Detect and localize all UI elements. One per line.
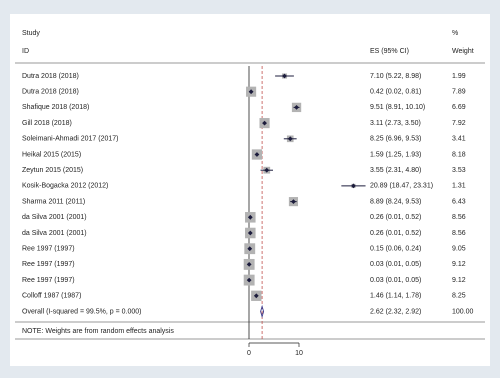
weight-label: 1.99	[452, 73, 466, 80]
point-estimate	[247, 246, 253, 252]
weight-label: 8.56	[452, 230, 466, 237]
es-label: 1.59 (1.25, 1.93)	[370, 151, 421, 158]
study-label: Ree 1997 (1997)	[22, 246, 75, 253]
es-label: 0.03 (0.01, 0.05)	[370, 261, 421, 268]
point-estimate	[291, 199, 296, 204]
es-label: 3.11 (2.73, 3.50)	[370, 120, 421, 127]
weight-label: 3.41	[452, 136, 466, 143]
point-estimate	[282, 73, 287, 79]
header-weight: Weight	[452, 48, 474, 55]
weight-label: 1.31	[452, 183, 466, 190]
point-estimate	[264, 167, 270, 173]
es-label: 0.26 (0.01, 0.52)	[370, 214, 421, 221]
point-estimate	[246, 277, 252, 283]
x-tick-label: 0	[247, 350, 251, 357]
study-label: Dutra 2018 (2018)	[22, 89, 79, 96]
weight-label: 9.05	[452, 246, 466, 253]
note: NOTE: Weights are from random effects an…	[22, 328, 174, 335]
overall-label: Overall (I-squared = 99.5%, p = 0.000)	[22, 308, 141, 315]
point-estimate	[248, 89, 254, 95]
point-estimate	[254, 152, 260, 157]
study-label: Sharma 2011 (2011)	[22, 198, 85, 205]
x-tick-label: 10	[295, 350, 303, 357]
study-label: Soleimani-Ahmadi 2017 (2017)	[22, 136, 119, 143]
overall-diamond	[260, 304, 265, 319]
weight-label: 9.12	[452, 261, 466, 268]
point-estimate	[294, 105, 299, 110]
es-label: 8.25 (6.96, 9.53)	[370, 136, 421, 143]
study-label: da Silva 2001 (2001)	[22, 214, 87, 221]
es-label: 3.55 (2.31, 4.80)	[370, 167, 421, 174]
es-label: 20.89 (18.47, 23.31)	[370, 183, 433, 190]
weight-label: 9.12	[452, 277, 466, 284]
header-weight-unit: %	[452, 30, 458, 37]
point-estimate	[246, 262, 252, 267]
header-id: ID	[22, 48, 29, 55]
es-label: 7.10 (5.22, 8.98)	[370, 73, 421, 80]
point-estimate	[247, 214, 253, 220]
es-label: 9.51 (8.91, 10.10)	[370, 104, 425, 111]
weight-label: 8.25	[452, 293, 466, 300]
point-estimate	[287, 136, 293, 142]
weight-label: 7.92	[452, 120, 466, 127]
overall-weight-label: 100.00	[452, 308, 474, 315]
es-label: 0.42 (0.02, 0.81)	[370, 89, 421, 96]
es-label: 0.15 (0.06, 0.24)	[370, 246, 421, 253]
weight-label: 6.69	[452, 104, 466, 111]
study-label: Gill 2018 (2018)	[22, 120, 72, 127]
header-es: ES (95% CI)	[370, 48, 409, 55]
point-estimate	[247, 230, 253, 236]
study-label: Zeytun 2015 (2015)	[22, 167, 83, 174]
es-label: 8.89 (8.24, 9.53)	[370, 198, 421, 205]
study-label: da Silva 2001 (2001)	[22, 230, 87, 237]
study-label: Shafique 2018 (2018)	[22, 104, 89, 111]
study-label: Ree 1997 (1997)	[22, 277, 75, 284]
overall-es-label: 2.62 (2.32, 2.92)	[370, 308, 421, 315]
weight-label: 8.18	[452, 151, 466, 158]
plot-panel	[10, 14, 490, 366]
header-study: Study	[22, 30, 40, 37]
weight-label: 3.53	[452, 167, 466, 174]
study-label: Kosik-Bogacka 2012 (2012)	[22, 183, 108, 190]
es-label: 0.03 (0.01, 0.05)	[370, 277, 421, 284]
study-label: Heikal 2015 (2015)	[22, 151, 81, 158]
point-estimate	[253, 293, 259, 299]
es-label: 1.46 (1.14, 1.78)	[370, 293, 421, 300]
study-label: Colloff 1987 (1987)	[22, 293, 81, 300]
weight-label: 6.43	[452, 198, 466, 205]
weight-label: 8.56	[452, 214, 466, 221]
study-label: Dutra 2018 (2018)	[22, 73, 79, 80]
weight-label: 7.89	[452, 89, 466, 96]
study-label: Ree 1997 (1997)	[22, 261, 75, 268]
point-estimate	[262, 120, 267, 126]
point-estimate	[351, 183, 356, 189]
es-label: 0.26 (0.01, 0.52)	[370, 230, 421, 237]
